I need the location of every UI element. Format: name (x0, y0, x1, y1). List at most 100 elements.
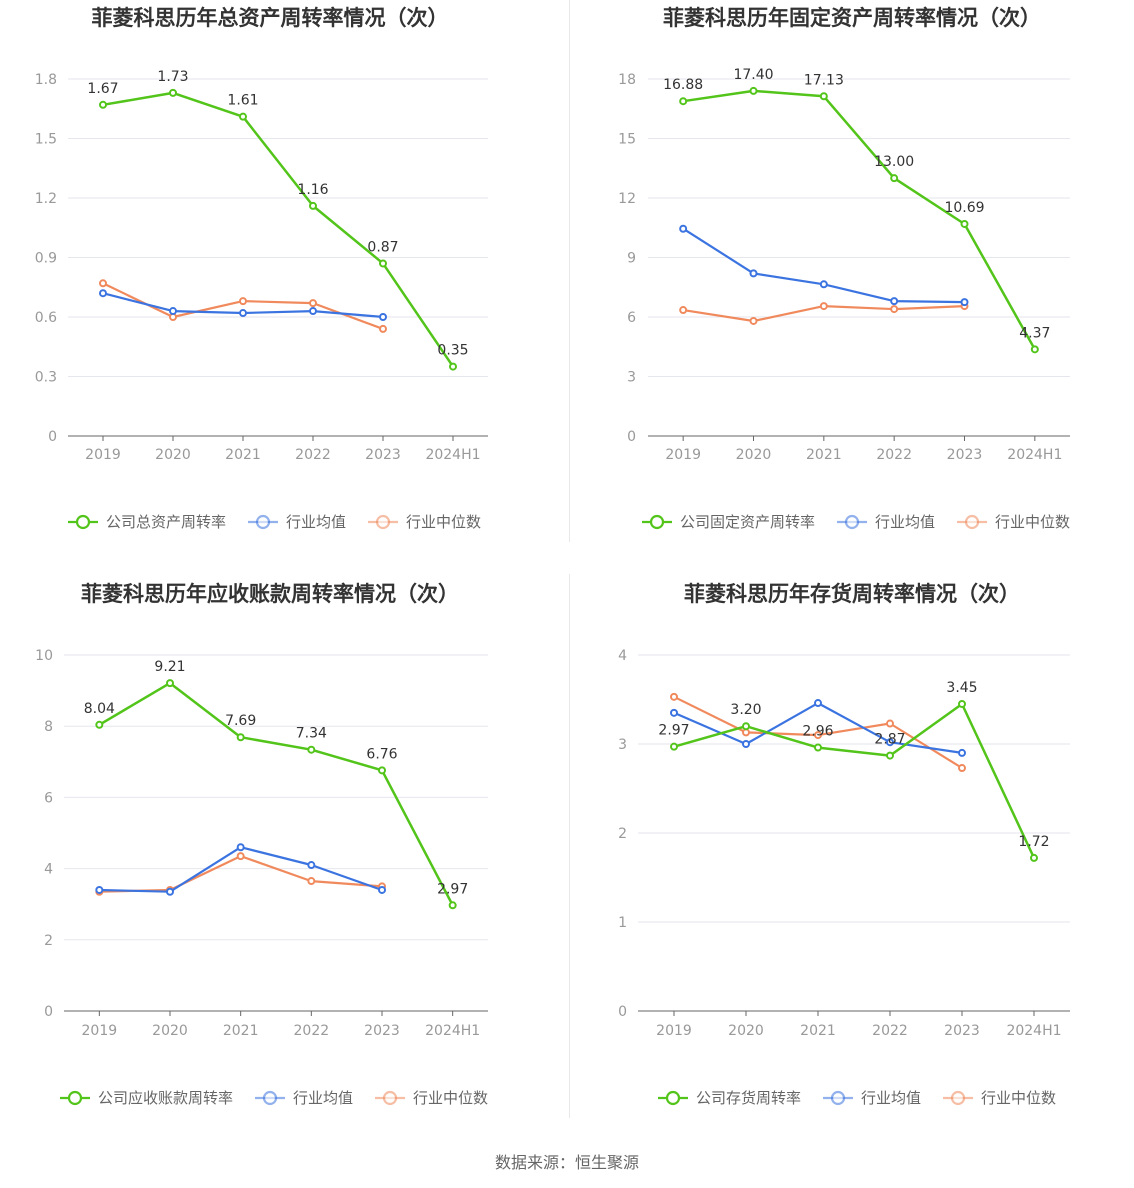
data-label: 1.67 (87, 81, 118, 97)
legend-item-industry-median[interactable]: 行业中位数 (943, 1089, 1056, 1107)
series-line-company (683, 89, 1036, 350)
y-tick-label: 0 (627, 429, 636, 445)
legend-marker-icon (75, 514, 91, 530)
chart-title: 菲菱科思历年固定资产周转率情况（次） (663, 6, 1041, 30)
y-tick-label: 6 (44, 790, 53, 806)
point-industry-avg (95, 885, 104, 894)
y-tick-label: 3 (618, 737, 627, 753)
data-label: 3.20 (730, 702, 761, 718)
x-tick-label: 2020 (736, 447, 772, 463)
x-tick-label: 2023 (365, 447, 401, 463)
point-company (309, 201, 317, 210)
y-tick-label: 9 (627, 251, 636, 267)
data-label: 17.40 (733, 67, 773, 83)
point-company (95, 720, 104, 729)
point-industry-avg (169, 307, 177, 316)
point-industry-median (309, 299, 317, 308)
legend-item-industry-avg[interactable]: 行业均值 (823, 1089, 921, 1107)
legend-item-industry-median[interactable]: 行业中位数 (957, 513, 1070, 531)
point-industry-avg (307, 861, 316, 870)
point-industry-median (99, 279, 107, 288)
series-line-company (102, 91, 455, 368)
point-industry-median (958, 764, 966, 773)
data-label: 1.61 (227, 93, 258, 109)
point-company (99, 100, 107, 109)
point-company (378, 766, 386, 775)
point-company (448, 901, 457, 910)
y-tick-label: 4 (44, 862, 53, 878)
point-company (890, 174, 899, 183)
point-industry-avg (886, 738, 894, 747)
point-company (679, 97, 688, 106)
x-tick-label: 2023 (944, 1023, 980, 1039)
data-label: 17.13 (804, 72, 844, 88)
data-label: 0.87 (367, 239, 398, 255)
data-label: 1.16 (297, 182, 328, 198)
point-company (742, 722, 750, 731)
legend-marker-icon (950, 1090, 966, 1106)
data-label: 0.35 (437, 343, 468, 359)
chart-title: 菲菱科思历年存货周转率情况（次） (684, 582, 1020, 606)
series-line-company (673, 702, 1036, 859)
data-label: 4.37 (1019, 325, 1050, 341)
y-tick-label: 2 (618, 826, 627, 842)
point-industry-median (379, 324, 387, 333)
point-industry-avg (239, 309, 247, 318)
point-industry-median (886, 719, 894, 728)
data-label: 7.69 (225, 713, 256, 729)
x-tick-label: 2019 (656, 1023, 692, 1039)
y-tick-label: 10 (35, 648, 53, 664)
x-tick-label: 2021 (225, 447, 261, 463)
point-industry-avg (958, 748, 966, 757)
x-tick-label: 2019 (665, 447, 701, 463)
data-label: 2.87 (874, 732, 905, 748)
y-tick-label: 6 (627, 310, 636, 326)
point-industry-median (307, 877, 316, 886)
legend-item-industry-avg[interactable]: 行业均值 (837, 513, 935, 531)
legend-label: 公司应收账款周转率 (98, 1089, 233, 1107)
series-line-industry-avg (682, 227, 965, 304)
legend-label: 公司存货周转率 (696, 1089, 801, 1107)
x-tick-label: 2023 (364, 1023, 400, 1039)
legend-item-company[interactable]: 公司应收账款周转率 (60, 1089, 233, 1107)
chart-2: 菲菱科思历年固定资产周转率情况（次） 0 3 6 9 12 15 18 2019 2020 2021… (618, 6, 1070, 531)
series-line-industry-median (102, 282, 384, 330)
legend-item-industry-avg[interactable]: 行业均值 (248, 513, 346, 531)
y-tick-label: 12 (618, 191, 636, 207)
legend-marker-icon (67, 1090, 83, 1106)
data-label: 9.21 (154, 659, 185, 675)
legend-item-company[interactable]: 公司固定资产周转率 (642, 513, 815, 531)
point-company (236, 733, 245, 742)
chart-3: 菲菱科思历年应收账款周转率情况（次） 0 2 4 6 8 10 2019 2020 2021 202… (35, 582, 488, 1107)
x-tick-label: 2019 (82, 1023, 118, 1039)
y-tick-label: 2 (44, 933, 53, 949)
legend-item-industry-median[interactable]: 行业中位数 (368, 513, 481, 531)
legend-item-industry-median[interactable]: 行业中位数 (375, 1089, 488, 1107)
x-tick-label: 2020 (728, 1023, 764, 1039)
y-tick-label: 4 (618, 648, 627, 664)
legend-item-industry-avg[interactable]: 行业均值 (255, 1089, 353, 1107)
legend-label: 行业均值 (861, 1089, 921, 1107)
point-company (379, 259, 387, 268)
legend-marker-icon (255, 514, 271, 530)
point-industry-avg (819, 280, 828, 289)
y-tick-label: 0 (618, 1004, 627, 1020)
legend-label: 行业均值 (293, 1089, 353, 1107)
point-industry-median (749, 316, 758, 325)
y-tick-label: 1.5 (35, 132, 57, 148)
point-industry-median (814, 731, 822, 740)
point-industry-avg (379, 313, 387, 321)
data-label: 6.76 (366, 746, 397, 762)
point-industry-avg (679, 224, 688, 233)
point-industry-avg (960, 298, 969, 307)
legend-item-company[interactable]: 公司总资产周转率 (68, 513, 226, 531)
point-industry-avg (814, 699, 822, 708)
legend-item-company[interactable]: 公司存货周转率 (658, 1089, 801, 1107)
x-tick-label: 2021 (800, 1023, 836, 1039)
point-industry-avg (378, 885, 386, 894)
legend-marker-icon (844, 514, 860, 530)
y-tick-label: 0.6 (35, 310, 57, 326)
point-company (1030, 853, 1038, 862)
x-tick-label: 2021 (223, 1023, 259, 1039)
